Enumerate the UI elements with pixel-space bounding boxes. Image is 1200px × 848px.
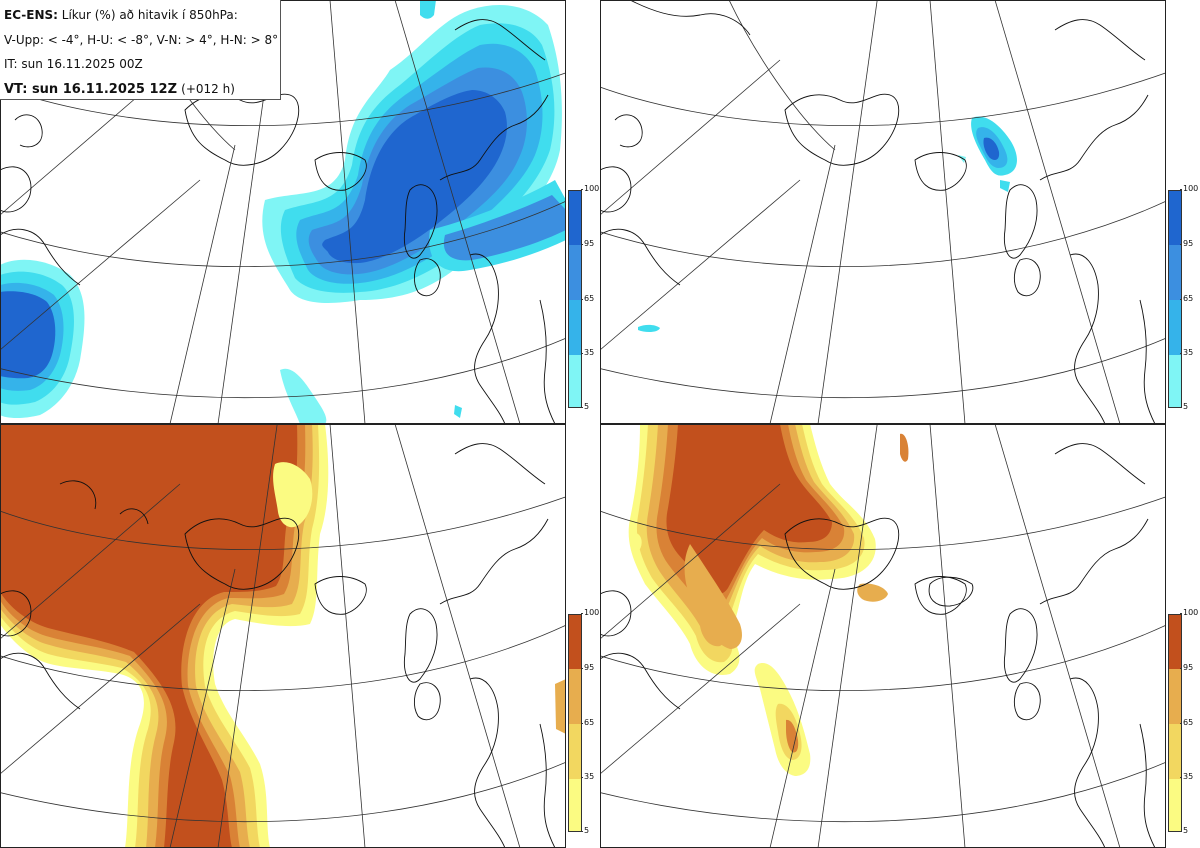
colorbar-warm-left [568, 614, 582, 832]
colorbar-segment [569, 669, 581, 724]
graticule-lines [0, 424, 566, 848]
colorbar-tick: 95 [1179, 239, 1194, 248]
initial-time: IT: sun 16.11.2025 00Z [4, 57, 143, 71]
probability-field [0, 424, 566, 848]
colorbar-tick: 65 [580, 294, 595, 303]
thresholds-text: V-Upp: < -4°, H-U: < -8°, V-N: > 4°, H-N… [4, 32, 279, 47]
colorbar-segment [569, 724, 581, 779]
colorbar-tick: 65 [580, 718, 595, 727]
colorbar-segment [1169, 191, 1181, 245]
product-label: EC-ENS: [4, 8, 58, 22]
colorbar-segment [1169, 724, 1181, 779]
colorbar-segment [569, 779, 581, 831]
colorbar-segment [1169, 355, 1181, 407]
colorbar-segment [569, 191, 581, 245]
map-title: Líkur (%) að hitavik í 850hPa: [61, 8, 238, 22]
colorbar-tick: 35 [580, 772, 595, 781]
colorbar-segment [569, 300, 581, 355]
colorbar-cold-left [568, 190, 582, 408]
coastlines [0, 443, 556, 848]
map-panel-cold-minus4: EC-ENS: Líkur (%) að hitavik í 850hPa: V… [0, 0, 566, 424]
probability-field [0, 0, 566, 424]
valid-time-row: VT: sun 16.11.2025 12Z (+012 h) [4, 77, 276, 103]
map-panel-cold-minus8 [600, 0, 1166, 424]
graticule-lines [600, 424, 1166, 848]
colorbar-tick: 95 [580, 663, 595, 672]
probability-field [638, 116, 1017, 333]
colorbar-tick: 65 [1179, 718, 1194, 727]
colorbar-tick: 65 [1179, 294, 1194, 303]
colorbar-tick: 100 [580, 608, 600, 617]
colorbar-segment [1169, 300, 1181, 355]
colorbar-tick: 95 [1179, 663, 1194, 672]
colorbar-segment [569, 615, 581, 669]
valid-time: VT: sun 16.11.2025 12Z [4, 81, 177, 97]
colorbar-segment [1169, 669, 1181, 724]
coastlines [0, 19, 556, 424]
probability-map-warm-plus4 [0, 424, 566, 848]
colorbar-segment [1169, 615, 1181, 669]
colorbar-tick: 100 [580, 184, 600, 193]
map-info-box: EC-ENS: Líkur (%) að hitavik í 850hPa: V… [0, 0, 281, 100]
colorbar-tick: 35 [580, 348, 595, 357]
map-panel-warm-plus8 [600, 424, 1166, 848]
graticule-lines [600, 0, 1166, 424]
colorbar-segment [569, 355, 581, 407]
colorbar-tick: 35 [1179, 348, 1194, 357]
coastlines [600, 0, 1156, 424]
colorbar-tick: 5 [1179, 826, 1189, 835]
title-row: EC-ENS: Líkur (%) að hitavik í 850hPa: [4, 3, 276, 28]
colorbar-tick: 95 [580, 239, 595, 248]
colorbar-tick: 100 [1179, 184, 1199, 193]
probability-field [628, 424, 909, 776]
probability-map-warm-plus8 [600, 424, 1166, 848]
probability-map-cold-minus8 [600, 0, 1166, 424]
colorbar-segment [1169, 245, 1181, 300]
colorbar-tick: 35 [1179, 772, 1194, 781]
map-panel-warm-plus4 [0, 424, 566, 848]
coastlines [600, 443, 1156, 848]
colorbar-segment [569, 245, 581, 300]
colorbar-tick: 5 [1179, 402, 1189, 411]
colorbar-tick: 100 [1179, 608, 1199, 617]
colorbar-segment [1169, 779, 1181, 831]
colorbar-tick: 5 [580, 402, 590, 411]
probability-map-cold-minus4 [0, 0, 566, 424]
lead-time: (+012 h) [181, 81, 235, 96]
colorbar-tick: 5 [580, 826, 590, 835]
